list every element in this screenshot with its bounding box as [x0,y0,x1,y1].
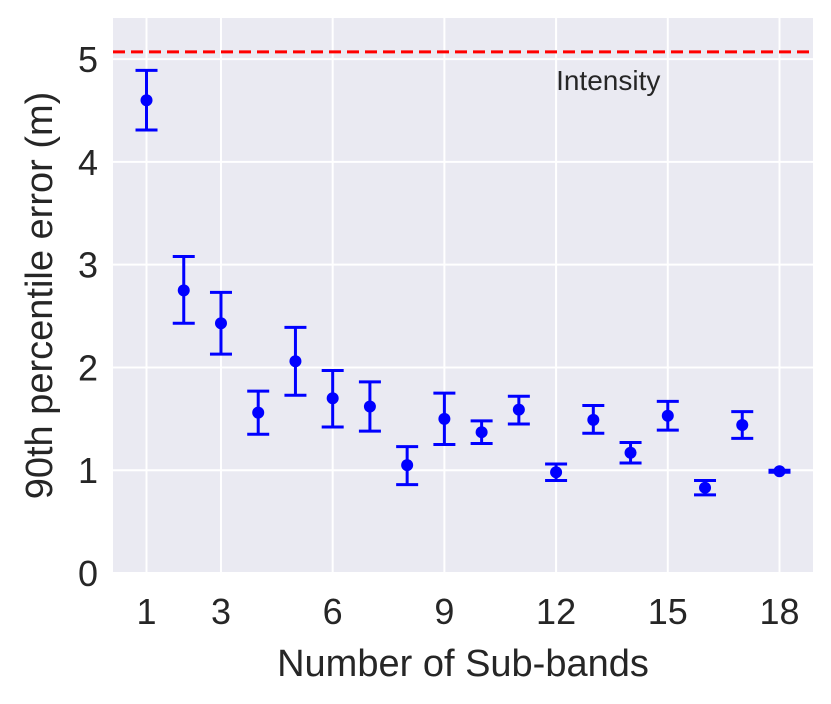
x-tick-label: 3 [211,591,231,632]
x-tick-labels: 1 3 6 9 12 15 18 [136,591,799,632]
data-point [363,400,376,413]
x-tick-label: 12 [536,591,576,632]
data-point [326,392,339,405]
data-series [135,68,791,497]
data-point [401,459,414,472]
x-tick-label: 6 [323,591,343,632]
x-tick-label: 9 [434,591,454,632]
data-point [624,446,637,459]
data-point [177,284,190,297]
data-point [252,406,265,419]
data-point [773,465,786,478]
y-tick-label: 3 [78,245,98,286]
data-point [214,317,227,330]
data-point [512,403,525,416]
intensity-annotation: Intensity [556,65,660,96]
x-tick-label: 15 [648,591,688,632]
data-point [438,412,451,425]
data-point [550,466,563,479]
y-tick-label: 4 [78,142,98,183]
y-axis-label: 90th percentile error (m) [19,92,61,500]
y-tick-label: 0 [78,553,98,594]
y-tick-label: 2 [78,347,98,388]
x-axis-label: Number of Sub-bands [277,643,649,685]
data-point [289,355,302,368]
x-tick-label: 18 [759,591,799,632]
data-point [736,419,749,431]
y-tick-labels: 0 1 2 3 4 5 [78,39,98,594]
data-point [699,481,712,494]
x-tick-label: 1 [136,591,156,632]
data-point [661,409,674,422]
data-point [587,413,600,426]
data-point [475,426,488,439]
data-point [140,94,153,107]
y-tick-label: 1 [78,450,98,491]
y-tick-label: 5 [78,39,98,80]
